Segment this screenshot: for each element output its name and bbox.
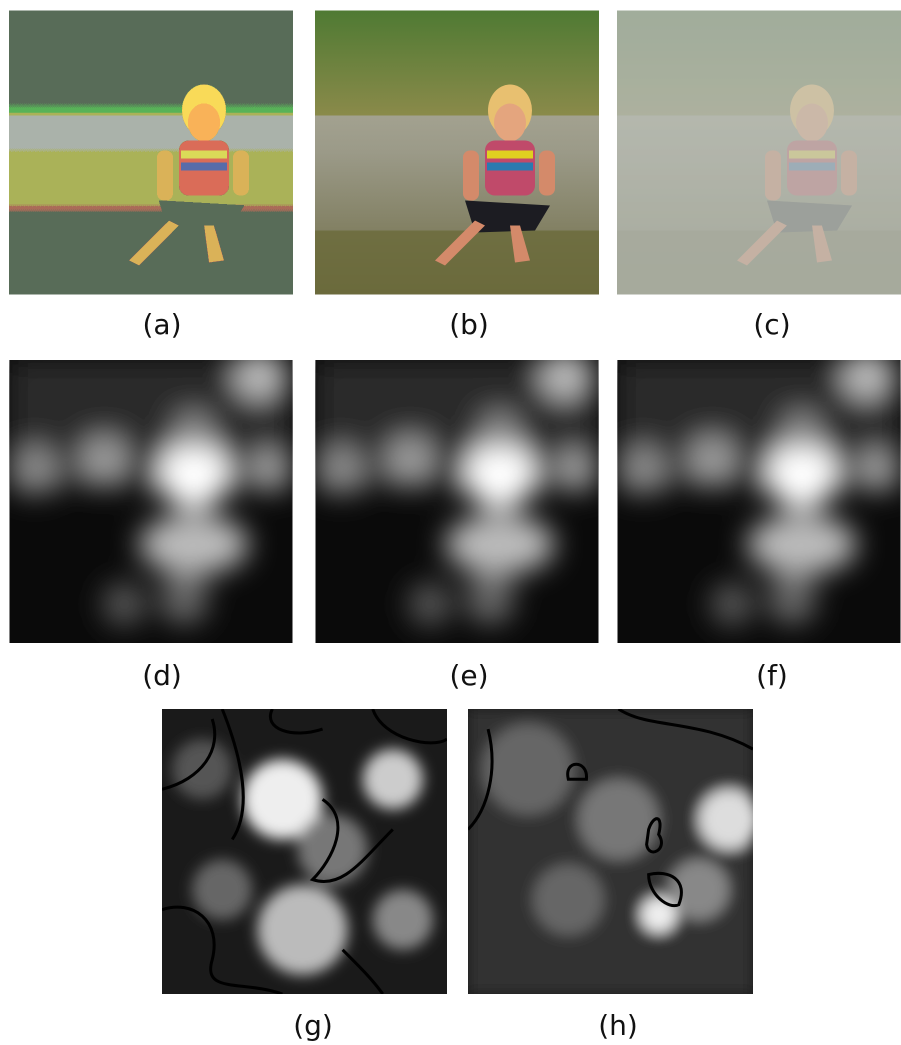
panel-e [316,350,599,643]
caption: (a) [142,308,181,341]
figure: (a) (b) (c) (d) (e) (f) (g) (h) [0,0,901,1045]
panel-a [9,11,293,295]
caption: (d) [142,659,182,692]
panel-f [618,350,901,643]
panel-c [617,11,901,295]
caption: (f) [756,659,788,692]
caption: (b) [449,308,489,341]
caption: (g) [293,1009,333,1042]
caption: (c) [753,308,790,341]
caption: (h) [598,1009,638,1042]
panel-h [468,709,759,994]
panel-g [162,709,447,994]
caption: (e) [449,659,488,692]
panel-b [315,11,599,295]
panel-d [10,350,293,643]
page: (a) (b) (c) (d) (e) (f) (g) (h) (() => {… [0,0,901,1045]
